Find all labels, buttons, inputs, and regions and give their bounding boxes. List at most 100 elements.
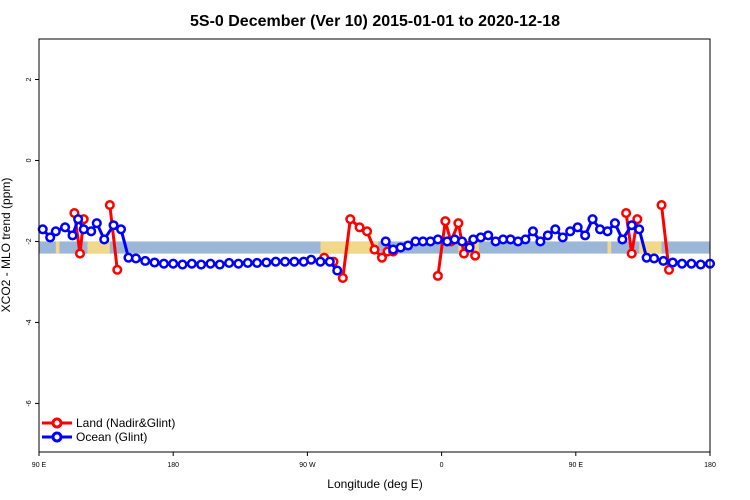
data-point xyxy=(483,230,494,241)
data-point xyxy=(626,248,637,259)
data-point xyxy=(663,264,675,275)
data-point xyxy=(86,226,97,237)
data-point xyxy=(557,232,568,243)
data-point xyxy=(520,234,531,245)
data-point xyxy=(403,240,414,251)
data-point xyxy=(602,226,613,237)
land-band-segment xyxy=(55,241,60,254)
data-point xyxy=(632,214,643,225)
data-point xyxy=(224,257,235,268)
land-band-segment xyxy=(320,241,379,254)
data-point xyxy=(432,270,443,281)
data-point xyxy=(306,254,317,265)
data-point xyxy=(621,208,632,219)
data-point xyxy=(667,257,678,268)
x-tick-label: 180 xyxy=(167,462,179,469)
data-point xyxy=(369,244,380,255)
data-point xyxy=(91,218,102,229)
data-point xyxy=(658,255,669,266)
data-point xyxy=(67,230,78,241)
data-point xyxy=(634,224,645,235)
data-point xyxy=(149,257,160,268)
data-point xyxy=(656,199,667,211)
data-point xyxy=(332,265,343,276)
y-axis: 2 0 -2 -4 -6 xyxy=(26,77,39,407)
data-point xyxy=(440,216,451,227)
y-tick-label: -6 xyxy=(26,400,33,406)
data-point xyxy=(37,224,48,235)
data-point xyxy=(550,224,561,235)
data-point xyxy=(130,253,141,264)
data-point xyxy=(572,222,583,233)
y-tick-label: 0 xyxy=(26,158,33,162)
data-point xyxy=(626,220,637,231)
data-point xyxy=(587,214,598,225)
y-tick-label: -4 xyxy=(26,319,33,325)
data-point xyxy=(324,256,335,267)
x-tick-label: 0 xyxy=(440,462,444,469)
data-point xyxy=(74,248,86,259)
data-point xyxy=(686,258,697,269)
data-point xyxy=(609,218,620,229)
series-layer xyxy=(37,199,716,283)
data-point xyxy=(104,199,115,211)
data-point xyxy=(458,248,470,259)
data-point xyxy=(196,259,207,270)
data-point xyxy=(50,226,61,237)
x-axis: 90 E 180 90 W 0 90 E 180 xyxy=(32,452,716,469)
data-point xyxy=(60,222,71,233)
data-point xyxy=(617,234,628,245)
x-axis-label: Longitude (deg E) xyxy=(327,477,422,491)
data-point xyxy=(376,252,388,263)
chart-title: 5S-0 December (Ver 10) 2015-01-01 to 202… xyxy=(190,13,560,30)
data-point xyxy=(168,258,179,269)
data-point xyxy=(649,253,660,264)
data-point xyxy=(233,258,244,269)
x-tick-label: 90 E xyxy=(569,462,584,469)
data-point xyxy=(112,264,123,275)
data-point xyxy=(108,220,119,231)
data-point xyxy=(542,230,553,241)
data-point xyxy=(345,214,356,225)
data-point xyxy=(432,234,443,245)
data-point xyxy=(252,257,263,268)
data-point xyxy=(457,236,468,247)
data-point xyxy=(337,272,348,283)
data-point xyxy=(177,259,188,270)
x-tick-label: 90 E xyxy=(32,462,47,469)
data-point xyxy=(380,236,391,247)
series-ocean xyxy=(37,214,716,276)
legend-marker-ocean xyxy=(51,431,63,443)
x-tick-label: 90 W xyxy=(299,462,316,469)
legend-marker-land xyxy=(51,417,63,429)
data-point xyxy=(115,224,127,235)
x-tick-label: 180 xyxy=(704,462,716,469)
data-point xyxy=(354,222,365,233)
data-point xyxy=(580,230,591,241)
data-point xyxy=(99,234,110,245)
data-point xyxy=(289,256,300,267)
data-point xyxy=(73,214,84,225)
data-point xyxy=(565,226,576,237)
data-point xyxy=(270,256,281,267)
data-point xyxy=(315,256,326,267)
land-band-segment xyxy=(607,241,612,254)
y-tick-label: 2 xyxy=(26,77,33,81)
data-point xyxy=(470,250,481,261)
data-point xyxy=(279,256,291,267)
data-point xyxy=(205,258,216,269)
data-point xyxy=(695,259,706,270)
legend-label-ocean: Ocean (Glint) xyxy=(76,430,147,444)
data-point xyxy=(158,258,169,269)
y-axis-label: XCO2 - MLO trend (ppm) xyxy=(0,178,13,313)
y-tick-label: -2 xyxy=(26,238,33,244)
legend-label-land: Land (Nadir&Glint) xyxy=(76,416,175,430)
data-point xyxy=(361,226,373,237)
data-point xyxy=(453,218,464,229)
data-point xyxy=(140,255,151,266)
data-point xyxy=(186,258,197,269)
data-point xyxy=(676,258,688,269)
data-point xyxy=(214,259,225,270)
data-point xyxy=(45,232,56,243)
